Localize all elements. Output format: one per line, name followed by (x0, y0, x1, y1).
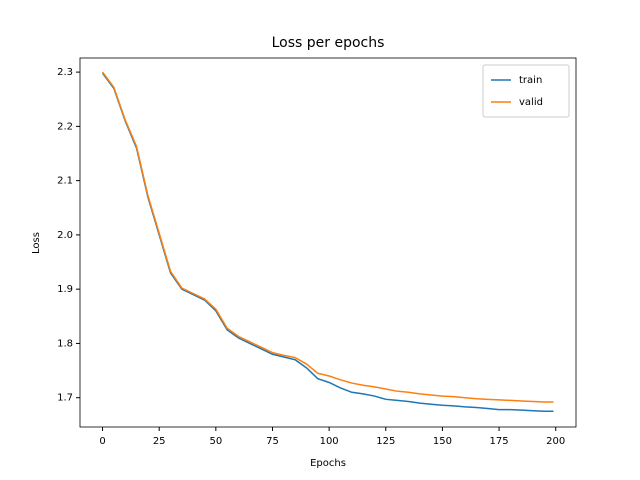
y-tick-label: 2.1 (57, 176, 73, 187)
y-tick-label: 1.7 (57, 393, 73, 404)
line-series (101, 71, 554, 403)
x-tick-label: 125 (376, 436, 395, 447)
y-axis-label: Loss (31, 232, 42, 254)
y-tick-label: 1.8 (57, 338, 73, 349)
x-tick-label: 0 (99, 436, 105, 447)
x-tick-label: 50 (209, 436, 222, 447)
chart-title: Loss per epochs (272, 35, 385, 51)
plot-frame (79, 57, 577, 428)
y-tick-label: 2.2 (57, 121, 73, 132)
x-axis-label: Epochs (310, 458, 346, 469)
y-tick-label: 1.9 (57, 284, 73, 295)
x-tick-label: 25 (153, 436, 166, 447)
legend-box (482, 64, 570, 118)
legend-label: train (519, 75, 542, 86)
x-tick-label: 200 (546, 436, 565, 447)
x-tick-label: 175 (490, 436, 509, 447)
legend-label: valid (519, 97, 543, 108)
x-tick-label: 100 (320, 436, 339, 447)
x-tick-label: 150 (433, 436, 452, 447)
y-tick-label: 2.0 (57, 230, 73, 241)
x-tick-label: 75 (266, 436, 279, 447)
y-tick-label: 2.3 (57, 67, 73, 78)
